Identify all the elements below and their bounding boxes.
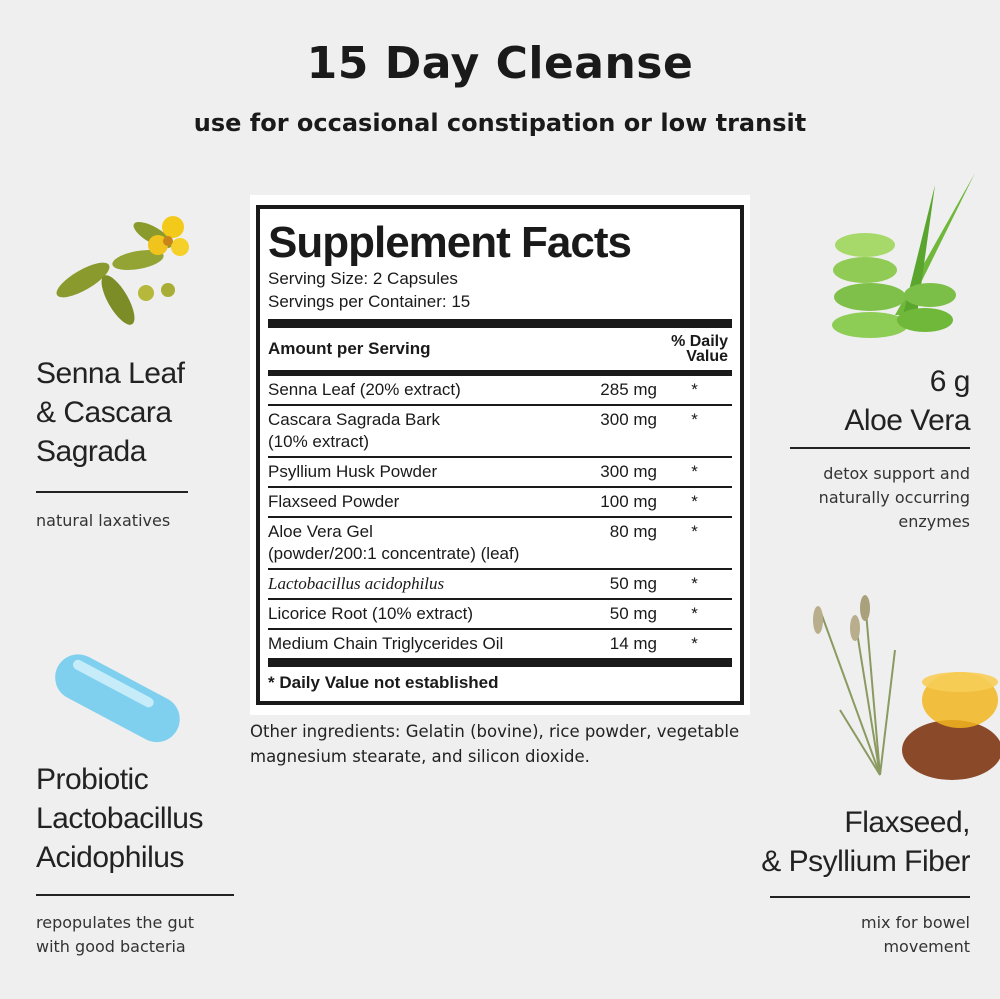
ingredient-row: Flaxseed Powder 100 mg * [268, 488, 732, 518]
probiotic-line-1: Probiotic [36, 763, 149, 796]
ingredient-name: Medium Chain Triglycerides Oil [268, 633, 562, 655]
page-subtitle: use for occasional constipation or low t… [193, 109, 807, 137]
ingredient-row: Medium Chain Triglycerides Oil 14 mg * [268, 630, 732, 658]
senna-line-1: Senna Leaf [36, 357, 185, 390]
ingredient-name-line: Senna Leaf (20% extract) [268, 380, 461, 399]
ingredient-daily-value: * [691, 380, 698, 399]
ingredient-row: Aloe Vera Gel (powder/200:1 concentrate) … [268, 518, 732, 570]
flax-desc-line-1: mix for bowel [861, 913, 970, 932]
ingredient-row: Psyllium Husk Powder 300 mg * [268, 458, 732, 488]
probiotic-capsule-image [55, 654, 180, 743]
probiotic-description: repopulates the gut with good bacteria [36, 911, 194, 959]
ingredient-amount: 80 mg [609, 522, 657, 541]
supplement-facts-title: Supplement Facts [268, 218, 632, 267]
footnote: * Daily Value not established [268, 673, 499, 692]
flax-feature-title: Flaxseed, & Psyllium Fiber [761, 803, 970, 881]
probiotic-line-2: Lactobacillus [36, 802, 203, 835]
ingredient-daily-value: * [691, 604, 698, 623]
divider [770, 896, 970, 898]
ingredient-amount: 50 mg [609, 574, 657, 593]
probiotic-feature-title: Probiotic Lactobacillus Acidophilus [36, 760, 203, 877]
page-title: 15 Day Cleanse [306, 38, 694, 89]
probiotic-desc-line-1: repopulates the gut [36, 913, 195, 932]
senna-feature-title: Senna Leaf & Cascara Sagrada [36, 354, 185, 471]
serving-size: Serving Size: 2 Capsules [268, 269, 458, 288]
ingredient-name-line: Licorice Root (10% extract) [268, 604, 474, 623]
ingredient-name: Lactobacillus acidophilus [268, 573, 562, 595]
servings-per-container: Servings per Container: 15 [268, 292, 471, 311]
ingredient-daily-value: * [691, 522, 698, 541]
flax-line-1: Flaxseed, [844, 806, 970, 839]
ingredient-daily-value: * [691, 410, 698, 429]
ingredient-name-line: Cascara Sagrada Bark [268, 410, 440, 429]
senna-line-3: Sagrada [36, 435, 146, 468]
ingredient-amount: 300 mg [600, 462, 657, 481]
thick-divider [268, 370, 732, 376]
table-header: Amount per Serving % Daily Value [268, 328, 732, 370]
ingredients-table: Senna Leaf (20% extract) 285 mg * Cascara S… [268, 376, 732, 658]
ingredient-daily-value: * [691, 634, 698, 653]
flaxseed-psyllium-image [813, 595, 1000, 780]
amount-header: Amount per Serving [268, 339, 431, 358]
senna-line-2: & Cascara [36, 396, 172, 429]
ingredient-daily-value: * [691, 574, 698, 593]
thick-divider [268, 658, 732, 667]
ingredient-amount: 100 mg [600, 492, 657, 511]
ingredient-name-line: Lactobacillus acidophilus [268, 574, 445, 593]
ingredient-row: Cascara Sagrada Bark (10% extract) 300 mg * [268, 406, 732, 458]
aloe-desc-line-1: detox support and [823, 464, 970, 483]
divider [790, 447, 970, 449]
divider [36, 491, 188, 493]
aloe-line-2: Aloe Vera [844, 404, 970, 437]
ingredient-name: Senna Leaf (20% extract) [268, 379, 562, 401]
probiotic-desc-line-2: with good bacteria [36, 937, 186, 956]
daily-value-header: % Daily Value [671, 333, 732, 365]
ingredient-name-line-2: (powder/200:1 concentrate) (leaf) [268, 544, 520, 563]
aloe-desc-line-2: naturally occurring [818, 488, 970, 507]
probiotic-line-3: Acidophilus [36, 841, 184, 874]
ingredient-name: Flaxseed Powder [268, 491, 562, 513]
ingredient-name-line: Aloe Vera Gel [268, 522, 373, 541]
aloe-line-1: 6 g [929, 365, 971, 398]
ingredient-name: Licorice Root (10% extract) [268, 603, 562, 625]
other-ingredients: Other ingredients: Gelatin (bovine), ric… [250, 722, 740, 766]
divider [36, 894, 234, 896]
aloe-description: detox support and naturally occurring en… [819, 462, 970, 534]
senna-description: natural laxatives [36, 511, 171, 530]
ingredient-row: Lactobacillus acidophilus 50 mg * [268, 570, 732, 600]
thick-divider [268, 319, 732, 328]
ingredient-name-line: Medium Chain Triglycerides Oil [268, 634, 504, 653]
ingredient-name-line-2: (10% extract) [268, 432, 370, 451]
ingredient-amount: 300 mg [600, 410, 657, 429]
ingredient-row: Senna Leaf (20% extract) 285 mg * [268, 376, 732, 406]
label-column: Supplement Facts Serving Size: 2 Capsule… [250, 195, 750, 769]
label-background: Supplement Facts Serving Size: 2 Capsule… [250, 195, 750, 715]
aloe-desc-line-3: enzymes [898, 512, 970, 531]
ingredient-name: Aloe Vera Gel (powder/200:1 concentrate) … [268, 521, 562, 565]
flax-desc-line-2: movement [883, 937, 970, 956]
ingredient-name: Cascara Sagrada Bark (10% extract) [268, 409, 562, 453]
ingredient-row: Licorice Root (10% extract) 50 mg * [268, 600, 732, 630]
ingredient-amount: 50 mg [609, 604, 657, 623]
supplement-facts-label: Supplement Facts Serving Size: 2 Capsule… [256, 205, 744, 705]
aloe-vera-image [832, 173, 975, 338]
daily-value-header-line-1: % Daily [671, 333, 728, 350]
ingredient-name-line: Flaxseed Powder [268, 492, 400, 511]
ingredient-amount: 14 mg [609, 634, 657, 653]
ingredient-name: Psyllium Husk Powder [268, 461, 562, 483]
aloe-feature-title: 6 g Aloe Vera [844, 362, 970, 440]
ingredient-daily-value: * [691, 492, 698, 511]
senna-leaf-image [56, 216, 189, 325]
daily-value-header-line-2: Value [686, 348, 728, 365]
flax-line-2: & Psyllium Fiber [761, 845, 970, 878]
flax-description: mix for bowel movement [861, 911, 970, 959]
ingredient-daily-value: * [691, 462, 698, 481]
ingredient-amount: 285 mg [600, 380, 657, 399]
ingredient-name-line: Psyllium Husk Powder [268, 462, 438, 481]
